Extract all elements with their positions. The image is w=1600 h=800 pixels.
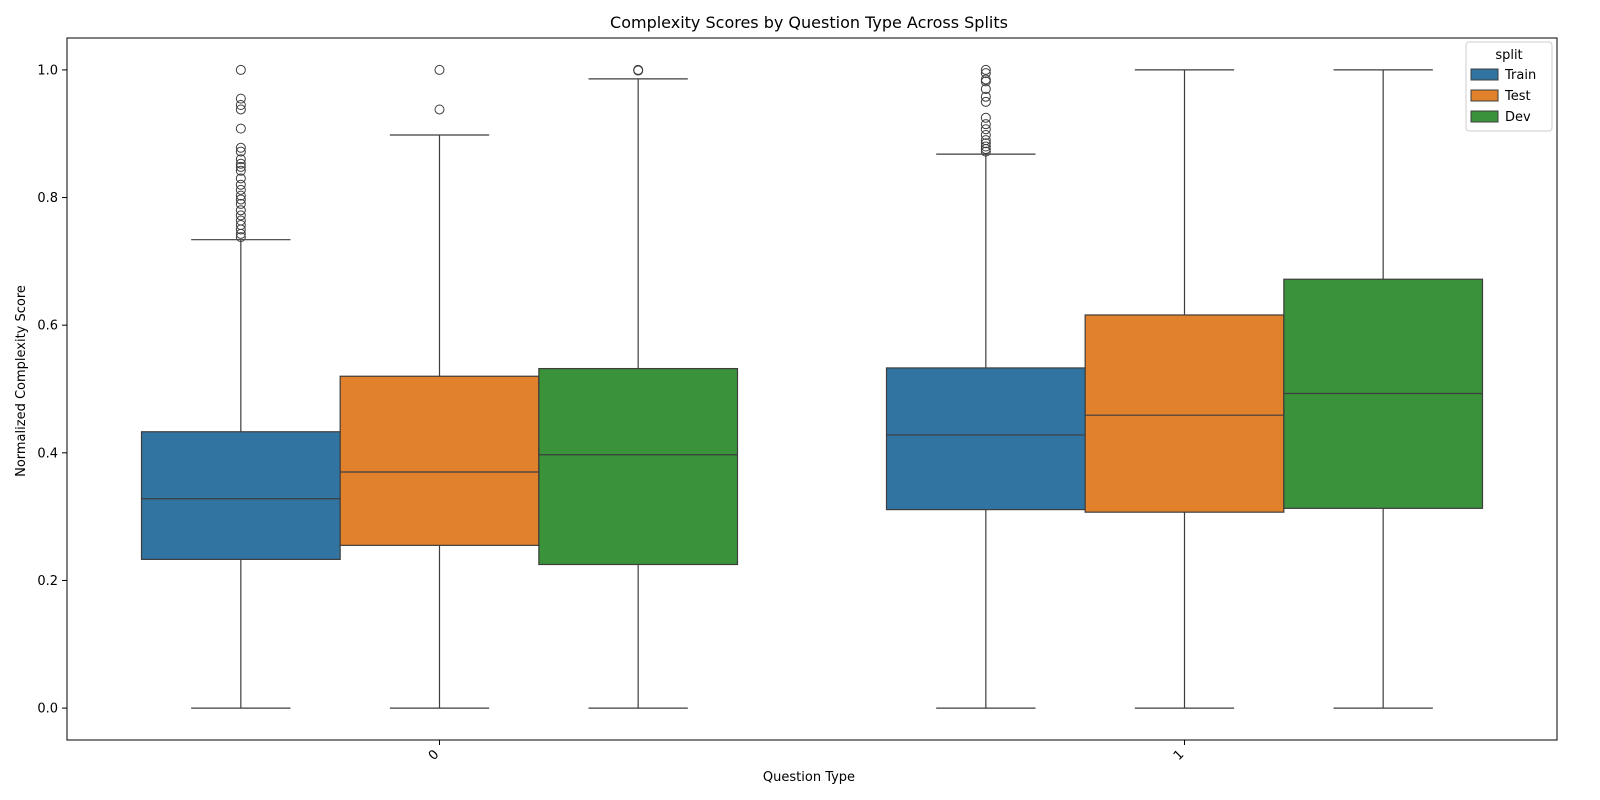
legend-label-test: Test xyxy=(1504,89,1531,104)
outlier-point xyxy=(980,112,991,123)
box-body xyxy=(538,367,739,566)
outlier-point xyxy=(235,210,246,221)
outlier-point xyxy=(235,179,246,190)
outlier-point xyxy=(235,123,246,134)
box-train-0 xyxy=(140,64,341,709)
outlier-point xyxy=(980,130,991,141)
outlier-point xyxy=(980,141,991,152)
outlier-point xyxy=(235,64,246,75)
legend-swatch-dev xyxy=(1470,110,1499,123)
chart-title: Complexity Scores by Question Type Acros… xyxy=(610,13,1008,32)
y-tick-label: 0.0 xyxy=(37,702,58,717)
outlier-point xyxy=(235,228,246,239)
x-tick-label: 1 xyxy=(1171,747,1187,763)
y-tick-label: 1.0 xyxy=(37,63,58,78)
outlier-point xyxy=(235,165,246,176)
outlier-point xyxy=(235,146,246,157)
outlier-point xyxy=(235,184,246,195)
legend-box xyxy=(1465,41,1553,132)
outlier-point xyxy=(980,68,991,79)
box-body xyxy=(885,367,1086,511)
outlier-point xyxy=(980,138,991,149)
x-axis-label: Question Type xyxy=(763,770,855,785)
outlier-point xyxy=(235,142,246,153)
plot-area xyxy=(140,64,1484,709)
legend-swatch-train xyxy=(1470,68,1499,81)
outlier-point xyxy=(235,173,246,184)
outlier-point xyxy=(980,96,991,107)
axes: 0.0 0.2 0.4 0.6 0.8 1.0 0 1 xyxy=(37,37,1558,764)
legend-title: split xyxy=(1495,48,1522,63)
legend-label-train: Train xyxy=(1504,68,1536,83)
outlier-point xyxy=(235,100,246,111)
outlier-point xyxy=(434,104,445,115)
outlier-point xyxy=(235,205,246,216)
legend-label-dev: Dev xyxy=(1505,110,1531,125)
outlier-point xyxy=(980,144,991,155)
outlier-point xyxy=(235,194,246,205)
outlier-point xyxy=(235,104,246,115)
box-body xyxy=(1084,314,1285,513)
outlier-point xyxy=(633,65,644,76)
outlier-point xyxy=(235,224,246,235)
box-dev-1 xyxy=(1283,69,1484,709)
box-body xyxy=(140,431,341,560)
outlier-point xyxy=(434,64,445,75)
outlier-point xyxy=(980,64,991,75)
outlier-point xyxy=(980,124,991,135)
legend: split Train Test Dev xyxy=(1465,41,1553,132)
outlier-point xyxy=(980,146,991,157)
outlier-point xyxy=(980,74,991,85)
outlier-point xyxy=(235,198,246,209)
outlier-point xyxy=(235,232,246,243)
outlier-point xyxy=(235,154,246,165)
x-tick-label: 0 xyxy=(426,747,442,763)
outlier-point xyxy=(980,76,991,87)
y-tick-label: 0.2 xyxy=(37,574,58,589)
legend-swatch-test xyxy=(1470,89,1499,102)
outlier-point xyxy=(980,119,991,130)
box-body xyxy=(339,375,540,546)
outlier-point xyxy=(980,91,991,102)
y-axis-label: Normalized Complexity Score xyxy=(14,285,29,477)
outlier-point xyxy=(235,190,246,201)
plot-frame xyxy=(66,37,1558,741)
y-tick-label: 0.6 xyxy=(37,319,58,334)
outlier-point xyxy=(235,161,246,172)
y-tick-label: 0.4 xyxy=(37,446,58,461)
outlier-point xyxy=(235,93,246,104)
box-test-0 xyxy=(339,64,540,709)
box-train-1 xyxy=(885,64,1086,709)
y-tick-label: 0.8 xyxy=(37,191,58,206)
box-test-1 xyxy=(1084,69,1285,709)
box-dev-0 xyxy=(538,64,739,709)
outlier-point xyxy=(235,158,246,169)
outlier-point xyxy=(980,84,991,95)
